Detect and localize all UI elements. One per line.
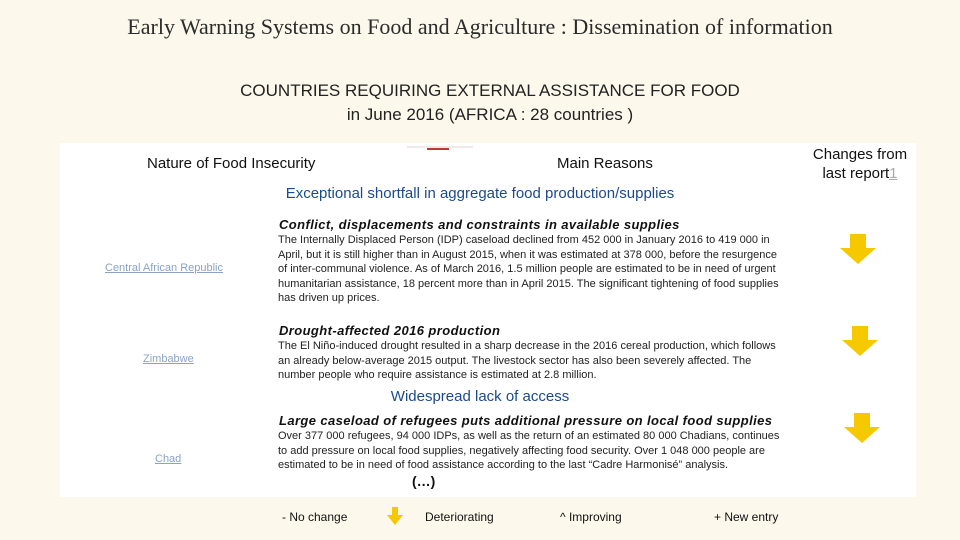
reason-text-car: The Internally Displaced Person (IDP) ca… [278, 234, 779, 304]
table-heading-line1: COUNTRIES REQUIRING EXTERNAL ASSISTANCE … [240, 81, 740, 100]
changes-line2: last report [822, 165, 890, 182]
changes-footnote-marker: 1 [889, 165, 898, 182]
column-header-nature: Nature of Food Insecurity [147, 155, 316, 172]
reason-text-zimbabwe: The El Niño-induced drought resulted in … [278, 340, 776, 381]
legend-deteriorating-arrow-icon [387, 507, 403, 525]
table-heading-line2: in June 2016 (AFRICA : 28 countries ) [346, 105, 634, 124]
legend-new-entry: + New entry [714, 510, 779, 524]
deteriorating-arrow-icon [844, 413, 880, 443]
reason-text-chad: Over 377 000 refugees, 94 000 IDPs, as w… [278, 430, 780, 471]
assistance-table-panel [60, 143, 916, 497]
slide-title: Early Warning Systems on Food and Agricu… [127, 14, 833, 39]
reason-title-chad: Large caseload of refugees puts addition… [279, 413, 773, 428]
reason-title-zimbabwe: Drought-affected 2016 production [279, 323, 501, 338]
decorative-mark [407, 146, 473, 150]
legend-deteriorating: Deteriorating [425, 510, 494, 524]
legend-improving: ^ Improving [560, 510, 622, 524]
deteriorating-arrow-icon [842, 326, 878, 356]
section-heading-shortfall: Exceptional shortfall in aggregate food … [285, 185, 675, 202]
country-link-zimbabwe[interactable]: Zimbabwe [143, 353, 194, 365]
reason-title-car: Conflict, displacements and constraints … [279, 217, 680, 232]
deteriorating-arrow-icon [840, 234, 876, 264]
country-link-chad[interactable]: Chad [155, 453, 182, 465]
section-heading-access: Widespread lack of access [390, 388, 570, 405]
changes-line1: Changes from [812, 146, 908, 163]
column-header-changes: Changes from last report1 [790, 145, 930, 183]
country-link-central-african-republic[interactable]: Central African Republic [105, 262, 224, 274]
continuation-ellipsis: (…) [412, 473, 436, 489]
legend-no-change: - No change [282, 510, 348, 524]
column-header-reasons: Main Reasons [557, 155, 653, 172]
